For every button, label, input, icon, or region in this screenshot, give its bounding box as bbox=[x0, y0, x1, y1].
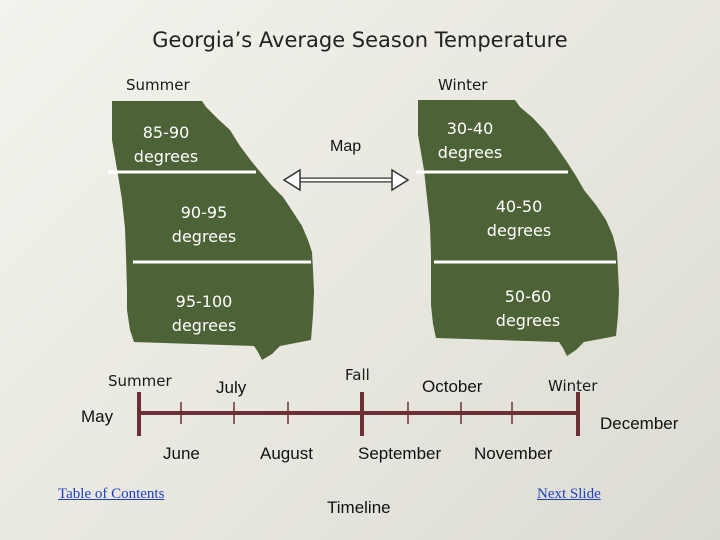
month-september: September bbox=[358, 444, 442, 463]
month-july: July bbox=[216, 378, 247, 397]
next-slide-link[interactable]: Next Slide bbox=[537, 486, 601, 502]
slide-title: Georgia’s Average Season Temperature bbox=[152, 28, 568, 52]
month-november: November bbox=[474, 444, 553, 463]
summer-region-3-label: 95-100 degrees bbox=[171, 292, 237, 335]
month-june: June bbox=[163, 444, 200, 463]
winter-region-2-label: 40-50 degrees bbox=[486, 197, 552, 240]
winter-region-1-label: 30-40 degrees bbox=[437, 119, 503, 162]
timeline-winter-label: Winter bbox=[548, 377, 598, 395]
winter-region-3-label: 50-60 degrees bbox=[495, 287, 561, 330]
timeline-fall-label: Fall bbox=[345, 366, 370, 384]
double-arrow-icon bbox=[282, 168, 410, 192]
summer-region-1-label: 85-90 degrees bbox=[133, 123, 199, 166]
summer-region-2-label: 90-95 degrees bbox=[171, 203, 237, 246]
map-label: Map bbox=[330, 138, 362, 155]
winter-heading: Winter bbox=[438, 76, 488, 94]
timeline-axis bbox=[137, 392, 580, 436]
summer-georgia-map bbox=[112, 101, 314, 360]
winter-georgia-map bbox=[418, 100, 619, 356]
month-august: August bbox=[260, 444, 313, 463]
month-december: December bbox=[600, 414, 679, 433]
month-may: May bbox=[81, 407, 114, 426]
month-october: October bbox=[422, 377, 483, 396]
timeline-summer-label: Summer bbox=[108, 372, 172, 390]
summer-heading: Summer bbox=[126, 76, 190, 94]
timeline-title: Timeline bbox=[327, 498, 391, 517]
table-of-contents-link[interactable]: Table of Contents bbox=[58, 486, 165, 502]
